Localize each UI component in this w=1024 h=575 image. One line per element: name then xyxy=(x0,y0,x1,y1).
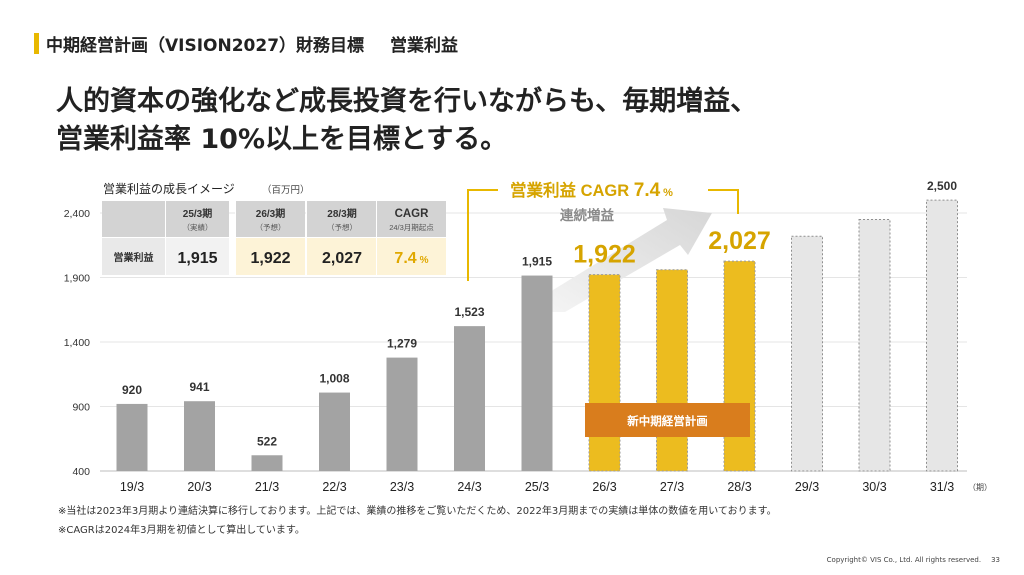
data-label: 941 xyxy=(189,380,209,394)
table-row-label: 営業利益 xyxy=(114,251,154,264)
footnote-2: ※CAGRは2024年3月期を初値として算出しています。 xyxy=(58,525,305,536)
table-value-cell xyxy=(377,238,446,275)
table-header-cell xyxy=(166,201,229,237)
table-header-cell xyxy=(377,201,446,237)
table-value: 2,027 xyxy=(322,250,362,267)
data-label: 1,279 xyxy=(387,337,417,351)
consolidated-growth-label: 連続増益 xyxy=(560,207,614,223)
table-value-cell xyxy=(166,238,229,275)
data-label: 2,500 xyxy=(927,179,957,193)
footnote-1: ※当社は2023年3月期より連結決算に移行しております。上記では、業績の推移をご… xyxy=(58,506,777,517)
header-subtitle: 営業利益 xyxy=(390,36,459,56)
data-label: 1,915 xyxy=(522,255,552,269)
cagr-percent: % xyxy=(420,255,429,266)
table-header-corner xyxy=(102,201,165,237)
table-header-main: 25/3期 xyxy=(183,207,212,220)
table-header-sub: （実績） xyxy=(183,222,213,232)
chart-title: 営業利益の成長イメージ xyxy=(103,182,235,196)
table-header-cell xyxy=(307,201,377,237)
table-header-sub: （予想） xyxy=(256,222,286,232)
bar-23-3 xyxy=(386,357,418,471)
bar-19-3 xyxy=(116,403,148,471)
x-tick-label: 23/3 xyxy=(390,480,414,494)
plan-banner-label: 新中期経営計画 xyxy=(627,414,708,428)
data-label: 2,027 xyxy=(708,227,771,255)
page-number: 33 xyxy=(991,556,1000,564)
cagr-value: 7.4 xyxy=(634,180,661,201)
page-header: 中期経営計画（VISION2027）財務目標 営業利益 xyxy=(46,31,458,56)
data-label: 522 xyxy=(257,434,277,448)
table-header-cell xyxy=(236,201,305,237)
table-header-main: CAGR xyxy=(395,208,430,220)
table-header-sub: （予想） xyxy=(327,222,357,232)
table-value: 1,915 xyxy=(177,250,217,267)
bar-20-3 xyxy=(184,401,215,471)
x-tick-label: 24/3 xyxy=(457,480,481,494)
cagr-bracket-left xyxy=(467,189,498,281)
data-label: 1,922 xyxy=(573,241,636,269)
x-axis-suffix: （期） xyxy=(968,483,992,492)
copyright: Copyright© VIS Co., Ltd. All rights rese… xyxy=(826,556,982,564)
footer: Copyright© VIS Co., Ltd. All rights rese… xyxy=(827,556,1000,564)
x-tick-label: 27/3 xyxy=(660,480,684,494)
table-row-label-cell xyxy=(102,238,165,275)
table-header-main: 26/3期 xyxy=(256,207,285,220)
cagr-annotation: 営業利益 CAGR 7.4% xyxy=(510,180,673,201)
cagr-label: 営業利益 CAGR xyxy=(510,180,634,200)
data-label: 1,523 xyxy=(454,305,484,319)
y-tick-label: 1,400 xyxy=(64,337,90,349)
bar-31-3 xyxy=(926,199,958,472)
footnotes: ※当社は2023年3月期より連結決算に移行しております。上記では、業績の推移をご… xyxy=(58,502,777,540)
bar-30-3 xyxy=(858,218,891,472)
x-tick-label: 26/3 xyxy=(592,480,616,494)
x-tick-label: 22/3 xyxy=(322,480,346,494)
table-value-cell xyxy=(307,238,377,275)
x-tick-label: 19/3 xyxy=(120,480,144,494)
chart-unit: （百万円） xyxy=(262,184,310,196)
headline-line-1: 人的資本の強化など成長投資を行いながらも、毎期増益、 xyxy=(56,86,758,117)
table-header-sub: 24/3月期起点 xyxy=(389,223,434,232)
data-label: 920 xyxy=(122,383,142,397)
x-tick-label: 28/3 xyxy=(727,480,751,494)
bar-28-3 xyxy=(723,260,756,472)
y-tick-label: 2,400 xyxy=(64,208,90,220)
table-value-cell xyxy=(236,238,305,275)
cagr-bracket-right xyxy=(708,189,739,214)
accent-bar xyxy=(34,33,39,54)
table-header-main: 28/3期 xyxy=(327,207,356,220)
plan-banner xyxy=(585,403,750,437)
x-tick-label: 21/3 xyxy=(255,480,279,494)
y-tick-label: 400 xyxy=(72,466,90,478)
cagr-unit: % xyxy=(663,187,673,199)
bar-24-3 xyxy=(454,326,485,471)
y-tick-label: 1,900 xyxy=(64,273,90,285)
table-value: 1,922 xyxy=(250,250,290,267)
y-tick-label: 900 xyxy=(72,402,90,414)
table-cagr-value: 7.4% xyxy=(394,250,428,267)
headline-line-2: 営業利益率 10%以上を目標とする。 xyxy=(56,124,508,155)
cagr-number: 7.4 xyxy=(394,250,416,267)
bar-25-3 xyxy=(521,275,553,471)
bar-27-3 xyxy=(656,269,688,472)
x-tick-label: 30/3 xyxy=(862,480,886,494)
header-title: 中期経営計画（VISION2027）財務目標 xyxy=(46,36,365,56)
bar-26-3 xyxy=(588,274,621,472)
data-label: 1,008 xyxy=(319,372,349,386)
growth-arrow xyxy=(540,208,712,312)
x-tick-label: 29/3 xyxy=(795,480,819,494)
x-tick-label: 31/3 xyxy=(930,480,954,494)
headline: 人的資本の強化など成長投資を行いながらも、毎期増益、 営業利益率 10%以上を目… xyxy=(56,83,757,159)
bar-21-3 xyxy=(251,455,283,471)
bar-29-3 xyxy=(791,235,823,472)
x-tick-label: 20/3 xyxy=(187,480,211,494)
bar-22-3 xyxy=(319,392,350,471)
x-tick-label: 25/3 xyxy=(525,480,549,494)
